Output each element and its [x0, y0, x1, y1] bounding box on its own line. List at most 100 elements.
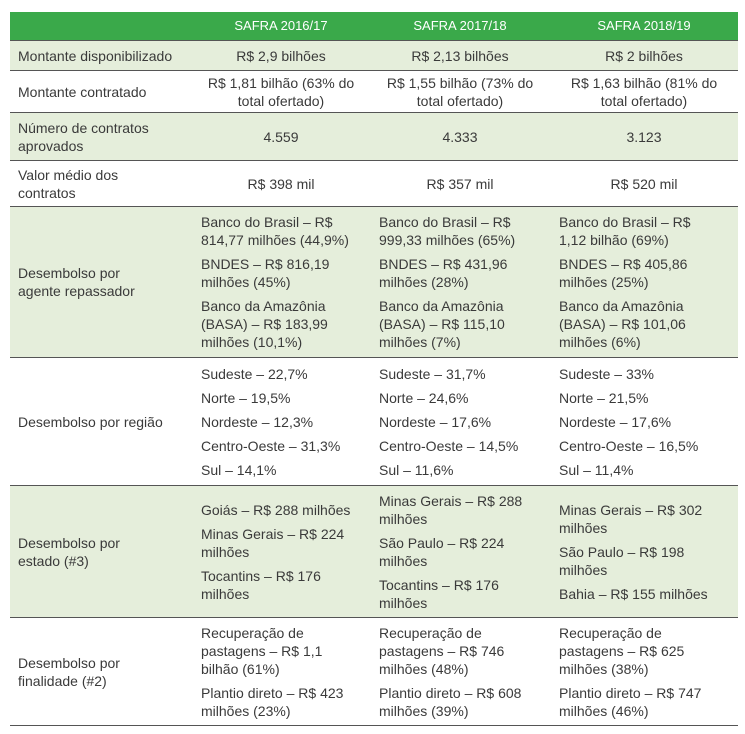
list-item: Sul – 14,1% [201, 461, 277, 478]
list-item: Centro-Oeste – 16,5% [559, 437, 699, 454]
row-label-text: Desembolso por finalidade (#2) [18, 654, 120, 689]
list-item: Banco da Amazônia (BASA) – R$ 101,06 mil… [559, 298, 686, 350]
list-item: Tocantins – R$ 176 milhões [201, 567, 321, 602]
list-item: Nordeste – 17,6% [379, 413, 492, 430]
cell-list: Minas Gerais – R$ 288 milhões São Paulo –… [370, 485, 550, 618]
row-label: Desembolso por região [10, 357, 192, 486]
row-label-text: Valor médio dos contratos [18, 166, 119, 201]
cell-list: Sudeste – 22,7% Norte – 19,5% Nordeste – 1… [192, 357, 370, 486]
row-label-text: Desembolso por agente repassador [18, 265, 135, 299]
list-item: Norte – 24,6% [379, 389, 469, 406]
table-row: Montante contratado R$ 1,81 bilhão (63% d… [10, 70, 738, 113]
table-row: Desembolso por estado (#3) Goiás – R$ 288… [10, 485, 738, 618]
list-item: Banco do Brasil – R$ 1,12 bilhão (69%) [559, 214, 691, 248]
cell-list: Goiás – R$ 288 milhões Minas Gerais – R$ … [192, 485, 370, 618]
list-item: Recuperação de pastagens – R$ 1,1 bilhão… [201, 624, 323, 677]
cell-value: R$ 1,81 bilhão (63% do total ofertado) [192, 70, 370, 113]
list-item: Sudeste – 22,7% [201, 365, 308, 382]
table-row: Desembolso por região Sudeste – 22,7% Nort… [10, 357, 738, 486]
list-item: Norte – 21,5% [559, 389, 649, 406]
row-label: Desembolso por finalidade (#2) [10, 617, 192, 726]
cell-text: R$ 1,63 bilhão (81% do total ofertado) [570, 74, 718, 109]
cell-text: R$ 398 mil [247, 175, 315, 192]
cell-text: 3.123 [626, 128, 662, 145]
row-label: Montante disponibilizado [10, 40, 192, 71]
cell-list: Minas Gerais – R$ 302 milhões São Paulo –… [550, 485, 738, 618]
list-item: Plantio direto – R$ 608 milhões (39%) [379, 684, 522, 719]
header-empty [10, 12, 192, 41]
cell-text: R$ 520 mil [610, 175, 678, 192]
header-safra-2017-18: SAFRA 2017/18 [370, 12, 550, 41]
list-item: Nordeste – 17,6% [559, 413, 672, 430]
cell-text: 4.333 [442, 128, 478, 145]
list-item: Tocantins – R$ 176 milhões [379, 576, 499, 611]
cell-list: Banco do Brasil – R$ 814,77 milhões (44,… [192, 206, 370, 358]
list-item: Centro-Oeste – 14,5% [379, 437, 519, 454]
cell-list: Sudeste – 31,7% Norte – 24,6% Nordeste – 1… [370, 357, 550, 486]
table-row: Montante disponibilizado R$ 2,9 bilhões R$… [10, 40, 738, 71]
cell-list: Banco do Brasil – R$ 999,33 milhões (65%… [370, 206, 550, 358]
list-item: Centro-Oeste – 31,3% [201, 437, 341, 454]
cell-list: Sudeste – 33% Norte – 21,5% Nordeste – 17,… [550, 357, 738, 486]
list-item: Sul – 11,4% [559, 461, 634, 478]
list-item: Sul – 11,6% [379, 461, 454, 478]
row-label: Valor médio dos contratos [10, 160, 192, 207]
list-item: Minas Gerais – R$ 302 milhões [559, 501, 703, 536]
row-label-text: Número de contratos aprovados [18, 119, 149, 154]
cell-value: R$ 1,63 bilhão (81% do total ofertado) [550, 70, 738, 113]
list-item: BNDES – R$ 431,96 milhões (28%) [379, 256, 508, 290]
list-item: Banco da Amazônia (BASA) – R$ 115,10 mil… [379, 298, 505, 350]
cell-value: R$ 2,13 bilhões [370, 40, 550, 71]
list-item: Plantio direto – R$ 423 milhões (23%) [201, 684, 344, 719]
cell-value: R$ 1,55 bilhão (73% do total ofertado) [370, 70, 550, 113]
cell-text: R$ 2 bilhões [605, 47, 683, 64]
cell-value: R$ 357 mil [370, 160, 550, 207]
cell-text: R$ 1,81 bilhão (63% do total ofertado) [207, 74, 355, 109]
cell-value: 4.333 [370, 112, 550, 161]
cell-value: R$ 2,9 bilhões [192, 40, 370, 71]
cell-value: R$ 2 bilhões [550, 40, 738, 71]
list-item: São Paulo – R$ 198 milhões [559, 543, 685, 578]
cell-value: 3.123 [550, 112, 738, 161]
safra-table: SAFRA 2016/17 SAFRA 2017/18 SAFRA 2018/1… [10, 12, 738, 726]
cell-text: R$ 2,9 bilhões [236, 47, 326, 64]
list-item: Sudeste – 31,7% [379, 365, 486, 382]
table-row: Desembolso por agente repassador Banco do… [10, 206, 738, 358]
cell-text: 4.559 [263, 128, 299, 145]
list-item: BNDES – R$ 816,19 milhões (45%) [201, 256, 330, 290]
list-item: Banco da Amazônia (BASA) – R$ 183,99 mil… [201, 298, 328, 350]
cell-text: R$ 1,55 bilhão (73% do total ofertado) [386, 74, 534, 109]
table-row: Valor médio dos contratos R$ 398 mil R$ 35… [10, 160, 738, 207]
cell-list: Recuperação de pastagens – R$ 625 milhõe… [550, 617, 738, 726]
list-item: Recuperação de pastagens – R$ 625 milhõe… [559, 624, 685, 677]
list-item: Minas Gerais – R$ 224 milhões [201, 525, 345, 560]
row-label: Desembolso por agente repassador [10, 206, 192, 358]
cell-value: R$ 520 mil [550, 160, 738, 207]
list-item: BNDES – R$ 405,86 milhões (25%) [559, 256, 688, 290]
header-row: SAFRA 2016/17 SAFRA 2017/18 SAFRA 2018/1… [10, 12, 738, 41]
cell-value: R$ 398 mil [192, 160, 370, 207]
header-safra-2016-17: SAFRA 2016/17 [192, 12, 370, 41]
list-item: São Paulo – R$ 224 milhões [379, 534, 505, 569]
row-label: Desembolso por estado (#3) [10, 485, 192, 618]
list-item: Recuperação de pastagens – R$ 746 milhõe… [379, 624, 505, 677]
list-item: Norte – 19,5% [201, 389, 291, 406]
list-item: Bahia – R$ 155 milhões [559, 585, 708, 602]
row-label: Número de contratos aprovados [10, 112, 192, 161]
table-row: Número de contratos aprovados 4.559 4.333 3… [10, 112, 738, 161]
cell-list: Recuperação de pastagens – R$ 1,1 bilhão… [192, 617, 370, 726]
cell-list: Recuperação de pastagens – R$ 746 milhõe… [370, 617, 550, 726]
table-row: Desembolso por finalidade (#2) Recuperaçã… [10, 617, 738, 726]
header-safra-2018-19: SAFRA 2018/19 [550, 12, 738, 41]
cell-text: R$ 2,13 bilhões [411, 47, 509, 64]
list-item: Sudeste – 33% [559, 365, 654, 382]
list-item: Nordeste – 12,3% [201, 413, 314, 430]
cell-value: 4.559 [192, 112, 370, 161]
list-item: Minas Gerais – R$ 288 milhões [379, 492, 523, 527]
cell-list: Banco do Brasil – R$ 1,12 bilhão (69%) BN… [550, 206, 738, 358]
list-item: Plantio direto – R$ 747 milhões (46%) [559, 684, 702, 719]
cell-text: R$ 357 mil [426, 175, 494, 192]
row-label: Montante contratado [10, 70, 192, 113]
list-item: Goiás – R$ 288 milhões [201, 501, 351, 518]
row-label-text: Desembolso por estado (#3) [18, 534, 120, 569]
